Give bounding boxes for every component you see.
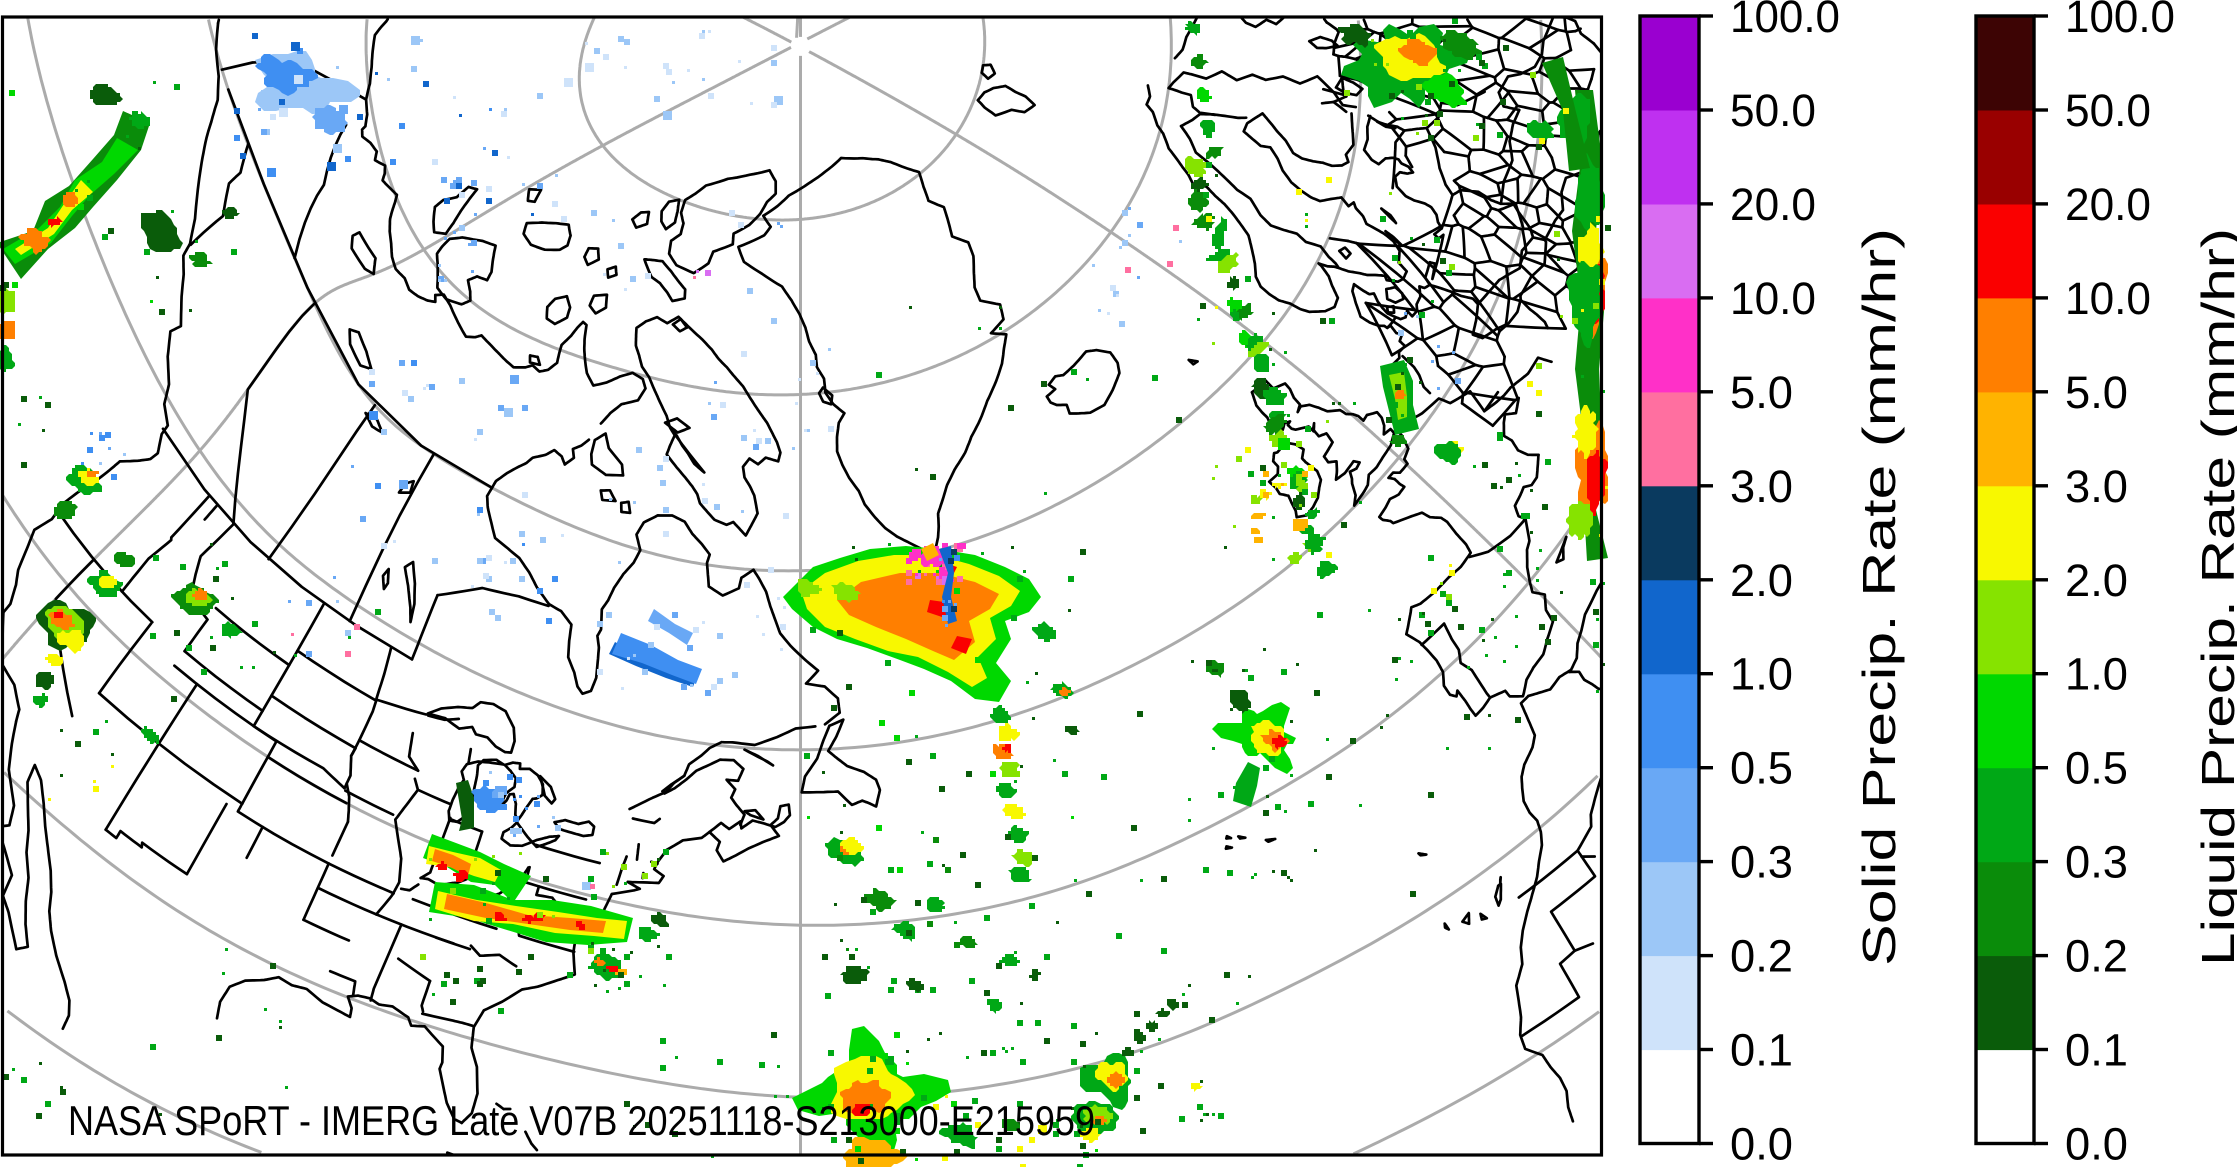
svg-text:NASA SPoRT - IMERG Late V07B 2: NASA SPoRT - IMERG Late V07B 20251118-S2… bbox=[68, 1097, 1095, 1144]
svg-text:3.0: 3.0 bbox=[2065, 461, 2128, 512]
svg-text:10.0: 10.0 bbox=[2065, 273, 2151, 324]
svg-text:50.0: 50.0 bbox=[1730, 85, 1816, 136]
svg-text:Solid Precip. Rate (mm/hr): Solid Precip. Rate (mm/hr) bbox=[1853, 228, 1905, 966]
svg-text:10.0: 10.0 bbox=[1730, 273, 1816, 324]
svg-text:0.3: 0.3 bbox=[2065, 837, 2128, 888]
svg-text:2.0: 2.0 bbox=[1730, 555, 1793, 606]
svg-text:20.0: 20.0 bbox=[1730, 179, 1816, 230]
svg-text:0.5: 0.5 bbox=[1730, 743, 1793, 794]
svg-text:2.0: 2.0 bbox=[2065, 555, 2128, 606]
svg-text:0.1: 0.1 bbox=[2065, 1025, 2128, 1076]
svg-text:20.0: 20.0 bbox=[2065, 179, 2151, 230]
svg-text:0.5: 0.5 bbox=[2065, 743, 2128, 794]
svg-text:0.0: 0.0 bbox=[1730, 1119, 1793, 1168]
svg-text:0.1: 0.1 bbox=[1730, 1025, 1793, 1076]
svg-text:1.0: 1.0 bbox=[2065, 649, 2128, 700]
svg-text:3.0: 3.0 bbox=[1730, 461, 1793, 512]
svg-text:5.0: 5.0 bbox=[2065, 367, 2128, 418]
svg-text:0.0: 0.0 bbox=[2065, 1119, 2128, 1168]
svg-text:Liquid Precip. Rate (mm/hr): Liquid Precip. Rate (mm/hr) bbox=[2192, 228, 2237, 966]
svg-text:0.2: 0.2 bbox=[2065, 931, 2128, 982]
svg-text:0.3: 0.3 bbox=[1730, 837, 1793, 888]
svg-text:100.0: 100.0 bbox=[2065, 0, 2175, 42]
svg-text:50.0: 50.0 bbox=[2065, 85, 2151, 136]
svg-text:100.0: 100.0 bbox=[1730, 0, 1840, 42]
svg-text:5.0: 5.0 bbox=[1730, 367, 1793, 418]
svg-text:0.2: 0.2 bbox=[1730, 931, 1793, 982]
svg-text:1.0: 1.0 bbox=[1730, 649, 1793, 700]
